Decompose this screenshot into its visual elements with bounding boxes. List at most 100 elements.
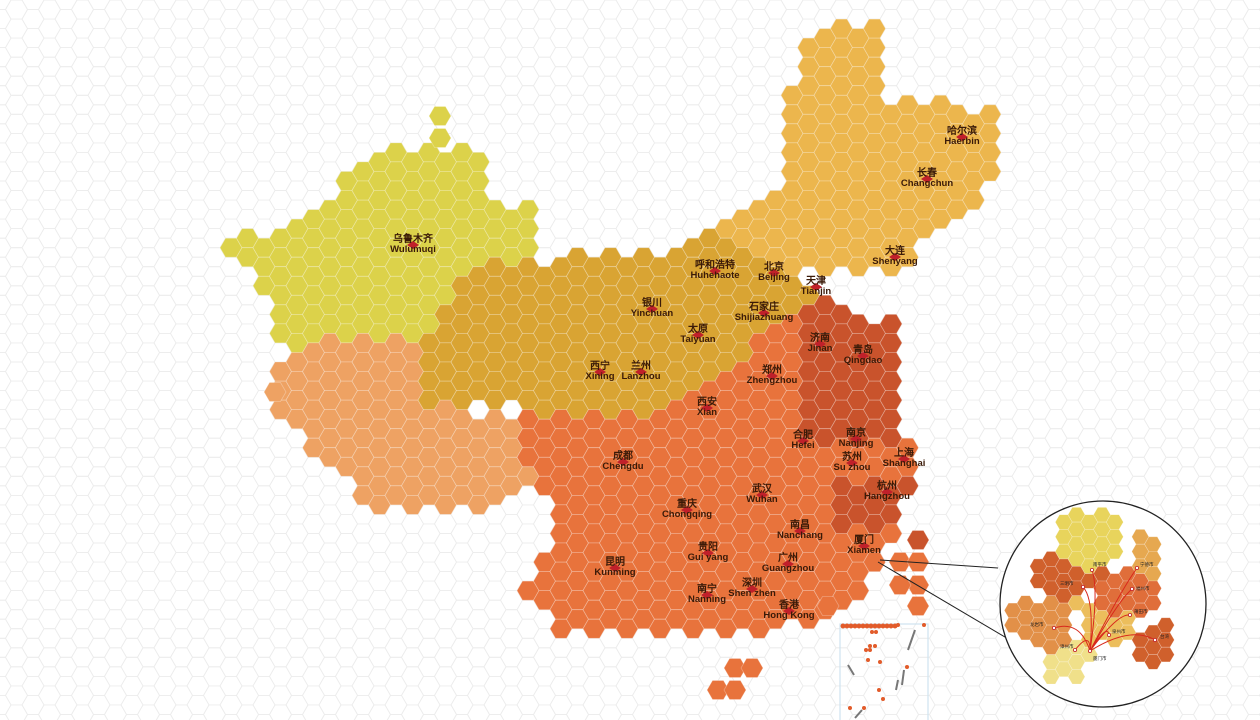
city-marker[interactable]: 青岛 Qingdao — [844, 345, 883, 366]
city-marker[interactable]: 上海 Shanghai — [883, 448, 926, 469]
bg-hex — [1110, 47, 1134, 68]
bg-hex — [1209, 352, 1233, 372]
city-marker[interactable]: 苏州 Su zhou — [834, 452, 871, 473]
bg-hex — [500, 685, 523, 706]
bg-hex — [549, 47, 573, 68]
city-marker[interactable]: 天津 Tianjin — [801, 276, 831, 297]
bg-hex — [71, 304, 94, 325]
city-marker[interactable]: 厦门 Xiamen — [847, 535, 881, 556]
bg-hex — [1127, 266, 1150, 287]
bg-hex — [1061, 266, 1084, 287]
bg-hex — [450, 66, 474, 87]
bg-hex — [1226, 323, 1249, 344]
bg-hex — [1110, 294, 1134, 315]
inset-city-dot — [1107, 633, 1112, 638]
city-marker[interactable]: 呼和浩特 Huhehaote — [690, 260, 739, 281]
city-marker[interactable]: 长春 Changchun — [901, 168, 953, 189]
bg-hex — [1242, 275, 1260, 296]
bg-hex — [1226, 266, 1249, 287]
bg-hex — [681, 637, 705, 658]
bg-hex — [0, 523, 12, 544]
city-marker[interactable]: 太原 Taiyuan — [680, 324, 715, 345]
bg-hex — [632, 209, 655, 230]
bg-hex — [203, 399, 226, 420]
bg-hex — [1226, 151, 1249, 172]
city-marker[interactable]: 北京 Beijing — [758, 262, 790, 283]
bg-hex — [219, 542, 243, 563]
city-marker[interactable]: 银川 Yinchuan — [631, 298, 673, 319]
bg-hex — [285, 161, 309, 182]
bg-hex — [1127, 190, 1150, 211]
city-marker[interactable]: 南京 Nanjing — [839, 428, 874, 449]
bg-hex — [566, 132, 589, 153]
bg-hex — [516, 0, 540, 10]
city-marker[interactable]: 杭州 Hangzhou — [864, 481, 910, 502]
bg-hex — [1176, 275, 1200, 296]
bg-hex — [170, 266, 193, 287]
city-marker[interactable]: 合肥 Hefei — [791, 430, 814, 451]
bg-hex — [186, 142, 210, 163]
city-marker[interactable]: 成都 Chengdu — [602, 451, 643, 472]
city-marker[interactable]: 广州 Guangzhou — [762, 553, 814, 574]
bg-hex — [945, 313, 969, 334]
bg-hex — [1011, 123, 1035, 144]
bg-hex — [186, 332, 210, 353]
bg-hex — [318, 656, 342, 677]
bg-hex — [714, 161, 738, 182]
city-marker[interactable]: 昆明 Kunming — [594, 557, 635, 578]
city-marker[interactable]: 兰州 Lanzhou — [621, 361, 660, 382]
city-marker[interactable]: 郑州 Zhengzhou — [747, 365, 798, 386]
city-marker[interactable]: 哈尔滨 Haerbin — [944, 126, 979, 147]
bg-hex — [665, 0, 688, 20]
city-marker[interactable]: 深圳 Shen zhen — [728, 578, 776, 599]
bg-hex — [21, 561, 45, 582]
bg-hex — [186, 256, 210, 277]
bg-hex — [87, 637, 111, 658]
bg-hex — [219, 9, 243, 30]
city-marker[interactable]: 贵阳 Gui yang — [688, 542, 729, 563]
bg-hex — [929, 266, 952, 287]
bg-hex — [252, 561, 276, 582]
bg-hex — [170, 552, 193, 572]
bg-hex — [368, 56, 391, 77]
bg-hex — [203, 628, 226, 649]
city-marker[interactable]: 香港 Hong Kong — [763, 600, 814, 621]
city-name-zh: 重庆 — [677, 499, 697, 510]
bg-hex — [1242, 428, 1260, 449]
bg-hex — [54, 275, 78, 296]
bg-hex — [1193, 380, 1216, 401]
bg-hex — [54, 313, 78, 334]
city-name-zh: 南宁 — [697, 584, 717, 595]
city-marker[interactable]: 西安 Xian — [697, 397, 717, 418]
city-marker[interactable]: 乌鲁木齐 Wulumuqi — [390, 234, 436, 255]
bg-hex — [104, 266, 127, 287]
bg-hex — [120, 218, 144, 239]
bg-hex — [615, 28, 639, 48]
city-marker[interactable]: 石家庄 Shijiazhuang — [735, 302, 794, 323]
bg-hex — [1143, 66, 1167, 87]
bg-hex — [186, 294, 210, 315]
city-marker[interactable]: 大连 Shenyang — [872, 246, 917, 267]
bg-hex — [1193, 514, 1216, 534]
bg-hex — [285, 504, 309, 525]
bg-hex — [0, 409, 12, 430]
bg-hex — [467, 514, 490, 534]
city-marker[interactable]: 济南 Jinan — [808, 333, 833, 354]
bg-hex — [219, 371, 243, 392]
bg-hex — [945, 66, 969, 87]
bg-hex — [236, 94, 259, 115]
bg-hex — [1044, 390, 1068, 411]
city-marker[interactable]: 武汉 Wuhan — [746, 484, 778, 505]
bg-hex — [318, 676, 342, 696]
bg-hex — [1028, 151, 1051, 172]
bg-hex — [978, 0, 1002, 10]
bg-hex — [912, 409, 936, 430]
bg-hex — [120, 256, 144, 277]
bg-hex — [5, 399, 28, 420]
city-marker[interactable]: 南昌 Nanchang — [777, 520, 823, 541]
bg-hex — [1077, 275, 1101, 296]
city-marker[interactable]: 西宁 Xining — [585, 361, 614, 382]
city-marker[interactable]: 重庆 Chongqing — [662, 499, 712, 520]
city-marker[interactable]: 南宁 Nanning — [688, 584, 726, 605]
